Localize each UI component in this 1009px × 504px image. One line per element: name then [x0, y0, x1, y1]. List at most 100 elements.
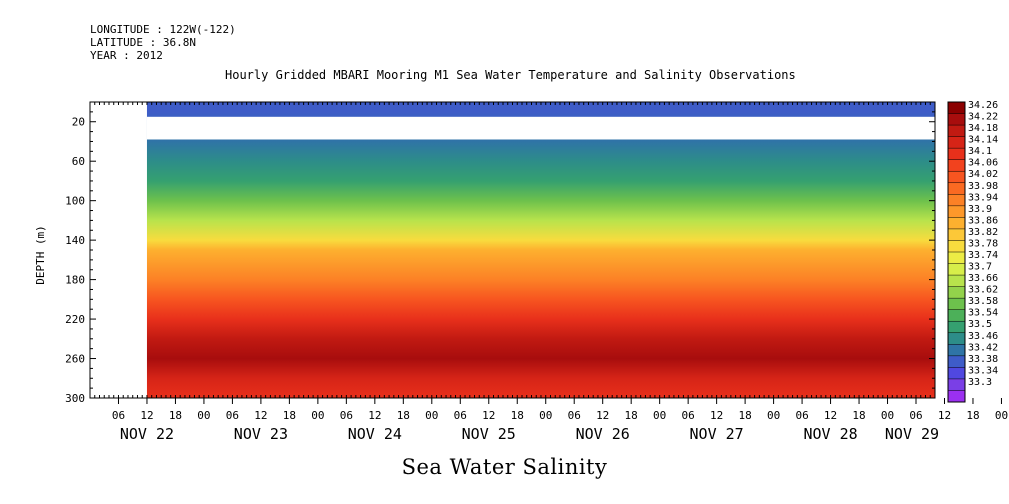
colorbar-label: 34.06: [968, 158, 998, 169]
salinity-field: [146, 102, 935, 398]
x-hour-label: 00: [995, 409, 1008, 422]
x-hour-label: 00: [311, 409, 324, 422]
variable-title: Sea Water Salinity: [401, 455, 608, 479]
colorbar-label: 33.46: [968, 331, 998, 342]
colorbar-swatch: [948, 332, 965, 345]
x-hour-label: 06: [226, 409, 239, 422]
colorbar-label: 34.22: [968, 112, 998, 123]
y-tick-label: 260: [65, 353, 85, 366]
latitude-label: LATITUDE : 36.8N: [90, 36, 196, 49]
x-hour-label: 06: [568, 409, 581, 422]
colorbar-label: 34.14: [968, 135, 998, 146]
colorbar-swatch: [948, 125, 965, 138]
colorbar-swatch: [948, 298, 965, 311]
colorbar-swatch: [948, 252, 965, 265]
colorbar-swatch: [948, 217, 965, 230]
x-day-label: NOV 26: [576, 425, 630, 443]
x-hour-label: 06: [112, 409, 125, 422]
colorbar-label: 34.26: [968, 100, 998, 111]
x-hour-label: 12: [710, 409, 723, 422]
colorbar-label: 33.82: [968, 227, 998, 238]
y-tick-label: 300: [65, 392, 85, 405]
y-tick-label: 220: [65, 313, 85, 326]
colorbar-label: 33.54: [968, 308, 998, 319]
colorbar-swatch: [948, 275, 965, 288]
colorbar-label: 33.9: [968, 204, 992, 215]
x-hour-label: 12: [140, 409, 153, 422]
x-day-label: NOV 25: [462, 425, 516, 443]
colorbar-swatch: [948, 367, 965, 380]
colorbar-label: 33.38: [968, 354, 998, 365]
y-axis: 20 60 100 140 180 220 260 300: [65, 111, 935, 405]
colorbar-swatch: [948, 263, 965, 276]
colorbar-swatch: [948, 102, 965, 115]
colorbar-swatch: [948, 378, 965, 391]
y-axis-label: DEPTH (m): [34, 225, 47, 285]
colorbar-label: 33.86: [968, 215, 998, 226]
no-data-band: [146, 116, 935, 140]
colorbar-swatch: [948, 321, 965, 334]
x-axis: 06 12 18 00 06 12 18 00 06 12 18 00 06 12 18 00 06 12 18 00…: [89, 102, 1008, 443]
colorbar-label: 34.02: [968, 169, 998, 180]
x-hour-label: 06: [340, 409, 353, 422]
colorbar-label: 33.5: [968, 319, 992, 330]
x-hour-label: 18: [511, 409, 524, 422]
x-hour-label: 12: [254, 409, 267, 422]
longitude-label: LONGITUDE : 122W(-122): [90, 23, 236, 36]
colorbar-swatch: [948, 159, 965, 172]
x-hour-label: 06: [682, 409, 695, 422]
colorbar-swatch: [948, 171, 965, 184]
colorbar-swatch: [948, 390, 965, 403]
colorbar-swatch: [948, 240, 965, 253]
colorbar-label: 33.66: [968, 273, 998, 284]
colorbar: 34.2634.2234.1834.1434.134.0634.0233.983…: [947, 100, 998, 403]
colorbar-swatch: [948, 194, 965, 207]
y-tick-label: 140: [65, 234, 85, 247]
x-hour-label: 06: [909, 409, 922, 422]
y-tick-label: 60: [72, 155, 85, 168]
x-day-label: NOV 22: [120, 425, 174, 443]
colorbar-label: 33.7: [968, 262, 992, 273]
x-day-label: NOV 29: [885, 425, 939, 443]
x-hour-label: 00: [539, 409, 552, 422]
colorbar-label: 33.94: [968, 192, 998, 203]
x-hour-label: 18: [852, 409, 865, 422]
x-hour-label: 00: [767, 409, 780, 422]
x-hour-label: 12: [824, 409, 837, 422]
x-hour-label: 18: [283, 409, 296, 422]
x-hour-label: 18: [397, 409, 410, 422]
colorbar-swatch: [948, 136, 965, 149]
colorbar-swatch: [948, 355, 965, 368]
plot-area: [89, 101, 936, 399]
x-hour-label: 18: [625, 409, 638, 422]
chart-title: Hourly Gridded MBARI Mooring M1 Sea Wate…: [225, 68, 796, 82]
x-hour-label: 12: [938, 409, 951, 422]
colorbar-swatch: [948, 286, 965, 299]
x-hour-label: 18: [966, 409, 979, 422]
x-day-label: NOV 23: [234, 425, 288, 443]
x-hour-label: 06: [795, 409, 808, 422]
x-hour-label: 00: [881, 409, 894, 422]
x-hour-label: 00: [653, 409, 666, 422]
colorbar-label: 33.98: [968, 181, 998, 192]
colorbar-label: 33.74: [968, 250, 998, 261]
colorbar-swatch: [948, 309, 965, 322]
x-hour-label: 18: [169, 409, 182, 422]
x-day-label: NOV 28: [803, 425, 857, 443]
y-tick-label: 180: [65, 274, 85, 287]
colorbar-swatch: [948, 228, 965, 241]
colorbar-label: 34.18: [968, 123, 998, 134]
colorbar-label: 34.1: [968, 146, 992, 157]
x-day-label: NOV 27: [690, 425, 744, 443]
x-hour-label: 18: [738, 409, 751, 422]
y-tick-label: 20: [72, 116, 85, 129]
colorbar-swatch: [948, 113, 965, 126]
x-hour-label: 12: [368, 409, 381, 422]
colorbar-swatch: [948, 205, 965, 218]
x-hour-label: 00: [197, 409, 210, 422]
x-hour-label: 12: [596, 409, 609, 422]
x-hour-label: 00: [425, 409, 438, 422]
colorbar-label: 33.62: [968, 285, 998, 296]
x-day-label: NOV 24: [348, 425, 402, 443]
x-hour-label: 12: [482, 409, 495, 422]
